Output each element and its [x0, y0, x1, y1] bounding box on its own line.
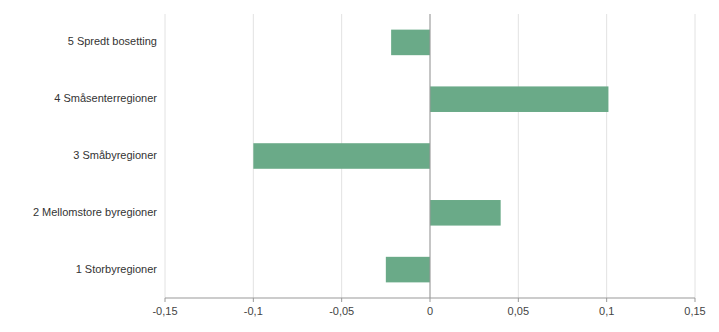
chart-svg: -0,15 -0,1 -0,05 0 0,05 0,1 0,15 1 Storbyregion… — [0, 0, 719, 332]
tick-label: -0,1 — [244, 305, 263, 317]
tick-mark — [518, 298, 519, 302]
category-label: 1 Storbyregioner — [76, 263, 158, 275]
tick-label: 0 — [427, 305, 433, 317]
grid-line — [430, 14, 431, 298]
bar — [253, 143, 430, 169]
category-label: 4 Småsenterregioner — [54, 92, 157, 104]
grid — [165, 14, 695, 298]
tick-mark — [165, 298, 166, 302]
tick-mark — [253, 298, 254, 302]
tick-label: -0,15 — [152, 305, 177, 317]
chart-container: -0,15 -0,1 -0,05 0 0,05 0,1 0,15 1 Storbyregion… — [0, 0, 719, 332]
tick-label: 0,1 — [599, 305, 614, 317]
tick-label: 0,05 — [508, 305, 529, 317]
tick-mark — [341, 298, 342, 302]
grid-line — [695, 14, 696, 298]
tick-mark — [606, 298, 607, 302]
bars — [253, 30, 608, 283]
zero-line — [430, 14, 431, 298]
grid-line — [165, 14, 166, 298]
category-label: 2 Mellomstore byregioner — [33, 206, 157, 218]
grid-line — [606, 14, 607, 298]
bar — [386, 257, 430, 283]
tick-mark — [430, 298, 431, 302]
y-axis: 1 Storbyregioner 2 Mellomstore byregioner… — [33, 35, 157, 274]
bar — [430, 86, 608, 112]
bar — [391, 30, 430, 56]
category-label: 3 Småbyregioner — [73, 149, 157, 161]
category-label: 5 Spredt bosetting — [68, 35, 157, 47]
grid-line — [518, 14, 519, 298]
tick-label: 0,15 — [684, 305, 705, 317]
x-axis: -0,15 -0,1 -0,05 0 0,05 0,1 0,15 — [152, 298, 705, 317]
tick-mark — [695, 298, 696, 302]
tick-label: -0,05 — [329, 305, 354, 317]
bar — [430, 200, 501, 226]
